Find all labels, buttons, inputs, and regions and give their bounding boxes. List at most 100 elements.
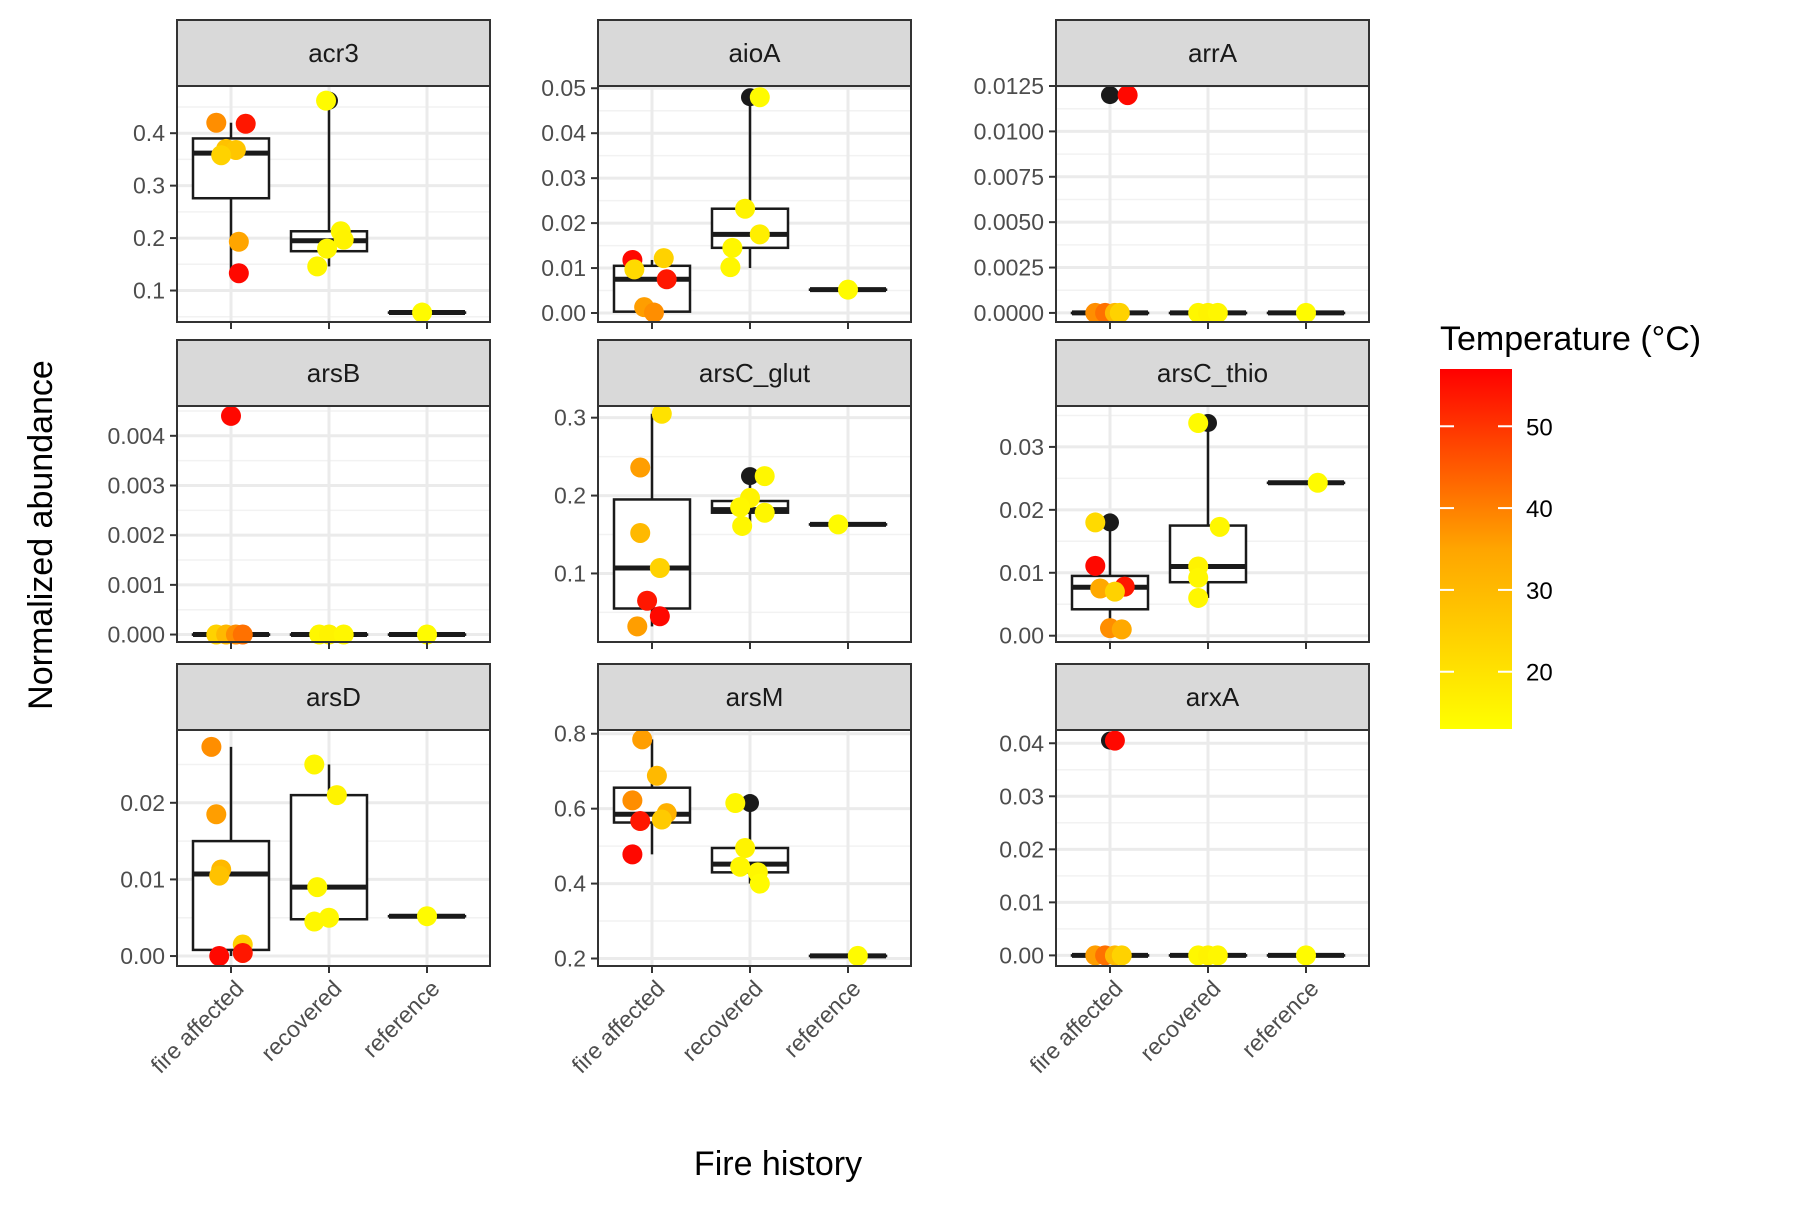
data-point (317, 239, 337, 259)
legend-tick-label: 20 (1526, 660, 1553, 687)
y-tick-label: 0.0125 (974, 73, 1044, 99)
y-tick-label: 0.1 (133, 278, 165, 304)
data-point (1208, 303, 1228, 323)
data-point (206, 804, 226, 824)
strip-label: arsB (307, 358, 360, 388)
data-point (1118, 85, 1138, 105)
y-tick-label: 0.6 (554, 796, 586, 822)
data-point (236, 114, 256, 134)
strip-label: arsD (306, 682, 361, 712)
facet-arsC_glut: arsC_glut 0.1 0.2 0.3 (554, 340, 911, 649)
x-tick-label: fire affected (566, 975, 669, 1078)
box-iqr (193, 841, 269, 950)
data-point (750, 224, 770, 244)
data-point (229, 232, 249, 252)
data-point (828, 514, 848, 534)
data-point (209, 866, 229, 886)
data-point (1105, 582, 1125, 602)
y-tick-label: 0.00 (541, 300, 586, 326)
strip-label: arsC_thio (1157, 358, 1268, 388)
y-tick-label: 0.1 (554, 560, 586, 586)
data-point (632, 729, 652, 749)
y-tick-label: 0.2 (554, 483, 586, 509)
panel-background (1056, 86, 1369, 322)
y-tick-label: 0.002 (107, 522, 165, 548)
x-tick-label: fire affected (1024, 975, 1127, 1078)
y-tick-label: 0.4 (554, 871, 586, 897)
data-point (417, 906, 437, 926)
legend-tick-label: 30 (1526, 578, 1553, 605)
data-point (848, 946, 868, 966)
y-tick-label: 0.3 (554, 405, 586, 431)
data-point (1112, 619, 1132, 639)
y-tick-label: 0.04 (999, 730, 1044, 756)
strip-label: arrA (1188, 38, 1238, 68)
y-tick-label: 0.03 (999, 434, 1044, 460)
data-point (1188, 413, 1208, 433)
data-point (838, 280, 858, 300)
strip-label: arxA (1186, 682, 1240, 712)
data-point (622, 844, 642, 864)
y-tick-label: 0.04 (541, 120, 586, 146)
data-point (647, 766, 667, 786)
data-point (1085, 556, 1105, 576)
y-tick-label: 0.2 (554, 946, 586, 972)
y-tick-label: 0.03 (999, 783, 1044, 809)
facets-layer: acr30.10.20.30.4aioA0.000.010.020.030.04… (107, 20, 1369, 1078)
data-point (1188, 568, 1208, 588)
data-point (1105, 731, 1125, 751)
y-tick-label: 0.003 (107, 472, 165, 498)
y-tick-label: 0.02 (999, 497, 1044, 523)
y-tick-label: 0.0025 (974, 255, 1044, 281)
legend-title: Temperature (°C) (1440, 320, 1701, 358)
data-point (650, 606, 670, 626)
panel-background (177, 406, 490, 642)
data-point (209, 946, 229, 966)
data-point (650, 558, 670, 578)
data-point (725, 793, 745, 813)
y-tick-label: 0.00 (999, 623, 1044, 649)
y-tick-label: 0.001 (107, 572, 165, 598)
y-tick-label: 0.3 (133, 173, 165, 199)
x-tick-label: reference (357, 975, 444, 1062)
data-point (316, 91, 336, 111)
y-tick-label: 0.004 (107, 423, 165, 449)
y-tick-label: 0.8 (554, 721, 586, 747)
x-tick-label: reference (1236, 975, 1323, 1062)
legend-tick-label: 50 (1526, 414, 1553, 441)
y-tick-label: 0.02 (120, 790, 165, 816)
x-tick-label: recovered (677, 975, 768, 1066)
data-point (307, 256, 327, 276)
data-point (304, 912, 324, 932)
y-tick-label: 0.01 (999, 560, 1044, 586)
data-point (1188, 588, 1208, 608)
y-tick-label: 0.02 (541, 210, 586, 236)
data-point (644, 303, 664, 323)
y-tick-label: 0.01 (120, 866, 165, 892)
data-point (630, 811, 650, 831)
data-point (657, 269, 677, 289)
data-point (622, 790, 642, 810)
data-point (630, 458, 650, 478)
x-tick-label: fire affected (145, 975, 248, 1078)
data-point (732, 516, 752, 536)
data-point (211, 145, 231, 165)
x-tick-label: reference (778, 975, 865, 1062)
data-point (624, 259, 644, 279)
y-tick-label: 0.03 (541, 165, 586, 191)
strip-label: arsC_glut (699, 358, 811, 388)
y-tick-label: 0.0050 (974, 209, 1044, 235)
data-point (206, 113, 226, 133)
facet-arsC_thio: arsC_thio 0.00 0.01 0.02 0.03 (999, 340, 1369, 649)
data-point (750, 874, 770, 894)
x-tick-label: recovered (1135, 975, 1226, 1066)
y-tick-label: 0.05 (541, 75, 586, 101)
data-point (720, 257, 740, 277)
data-point (730, 857, 750, 877)
